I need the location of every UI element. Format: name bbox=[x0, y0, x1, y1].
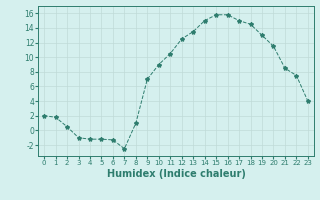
X-axis label: Humidex (Indice chaleur): Humidex (Indice chaleur) bbox=[107, 169, 245, 179]
